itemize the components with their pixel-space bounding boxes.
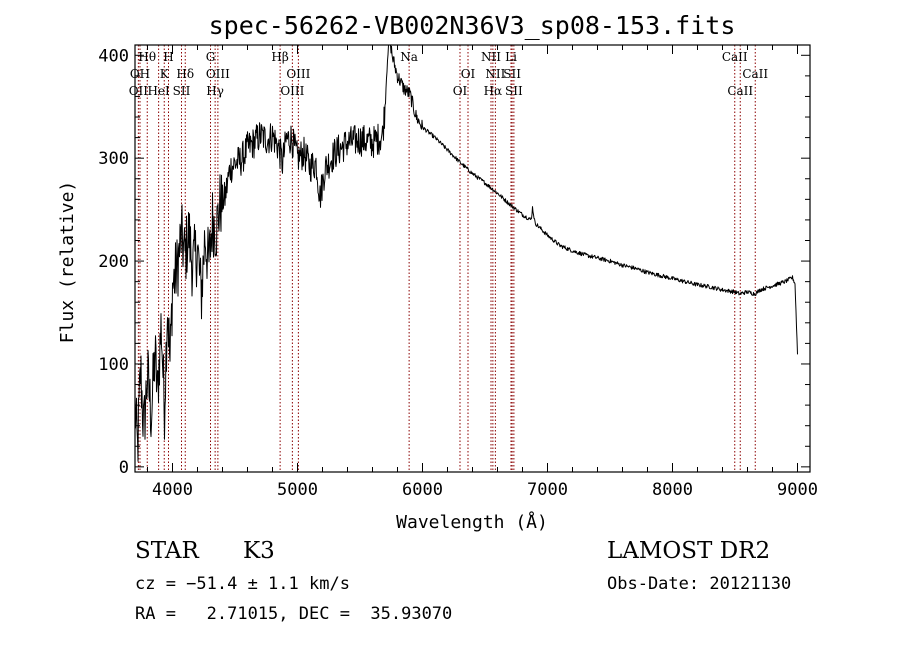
spectral-line-label: Li [505,50,517,64]
x-tick-label: 6000 [402,480,443,500]
spectral-line-label: OIII [206,67,230,81]
object-class: STAR [135,538,199,564]
spectrum-series [134,44,798,462]
spectral-line-label: Hθ [138,50,156,64]
spectral-line-label: OIII [286,67,310,81]
spectral-line-label: SII [503,67,521,81]
y-tick-label: 0 [119,458,129,478]
spectral-line-label: CaII [722,50,748,64]
spectral-line-label: G [206,50,216,64]
y-tick-label: 200 [98,252,129,272]
spectral-line-label: NII [481,50,501,64]
survey-name: LAMOST DR2 [607,538,771,564]
spectral-line-label: Hδ [176,67,194,81]
spectral-line-label: SII [505,84,523,98]
y-tick-label: 300 [98,149,129,169]
observation-date: Obs-Date: 20121130 [607,574,792,594]
x-tick-label: 8000 [652,480,693,500]
spectral-line-label: OIII [280,84,304,98]
x-tick-label: 7000 [527,480,568,500]
spectral-line-label: Na [400,50,418,64]
spectral-line-label: Hα [484,84,503,98]
spectral-line-labels: Hθ OII OH HK HeI Hδ SII G OIII Hγ Hβ OIII OIII Na OI OI… [129,50,769,98]
object-subclass: K3 [243,538,275,564]
spectral-line-label: OI [461,67,476,81]
x-axis-label: Wavelength (Å) [396,511,548,533]
spectral-line-label: HeI [147,84,170,98]
spectral-line-label: Hγ [206,84,224,98]
spectral-line-label: H [163,50,173,64]
x-tick-label: 4000 [152,480,193,500]
spectral-line-label: OH [130,67,150,81]
y-tick-label: 400 [98,46,129,66]
spectral-line-label: NII [485,67,505,81]
spectral-line-label: SII [173,84,191,98]
spectral-line-label: CaII [727,84,753,98]
spectral-line-label: Hβ [271,50,288,64]
axes: 4000 5000 6000 7000 8000 9000 0 100 200 300 400 [98,45,818,500]
spectral-line-label: OI [453,84,468,98]
plot-frame [134,44,811,473]
redshift-velocity: cz = −51.4 ± 1.1 km/s [135,574,350,594]
x-tick-label: 9000 [777,480,818,500]
x-tick-label: 5000 [277,480,318,500]
spectral-line-label: CaII [742,67,768,81]
spectral-line-label: OII [129,84,149,98]
chart-title: spec-56262-VB002N36V3_sp08-153.fits [209,11,736,40]
spectrum-line [134,44,798,462]
spectral-line-label: K [160,67,170,81]
spectral-line-markers [137,45,756,472]
y-tick-label: 100 [98,355,129,375]
y-axis-label: Flux (relative) [57,181,78,344]
coordinates: RA = 2.71015, DEC = 35.93070 [135,604,453,624]
